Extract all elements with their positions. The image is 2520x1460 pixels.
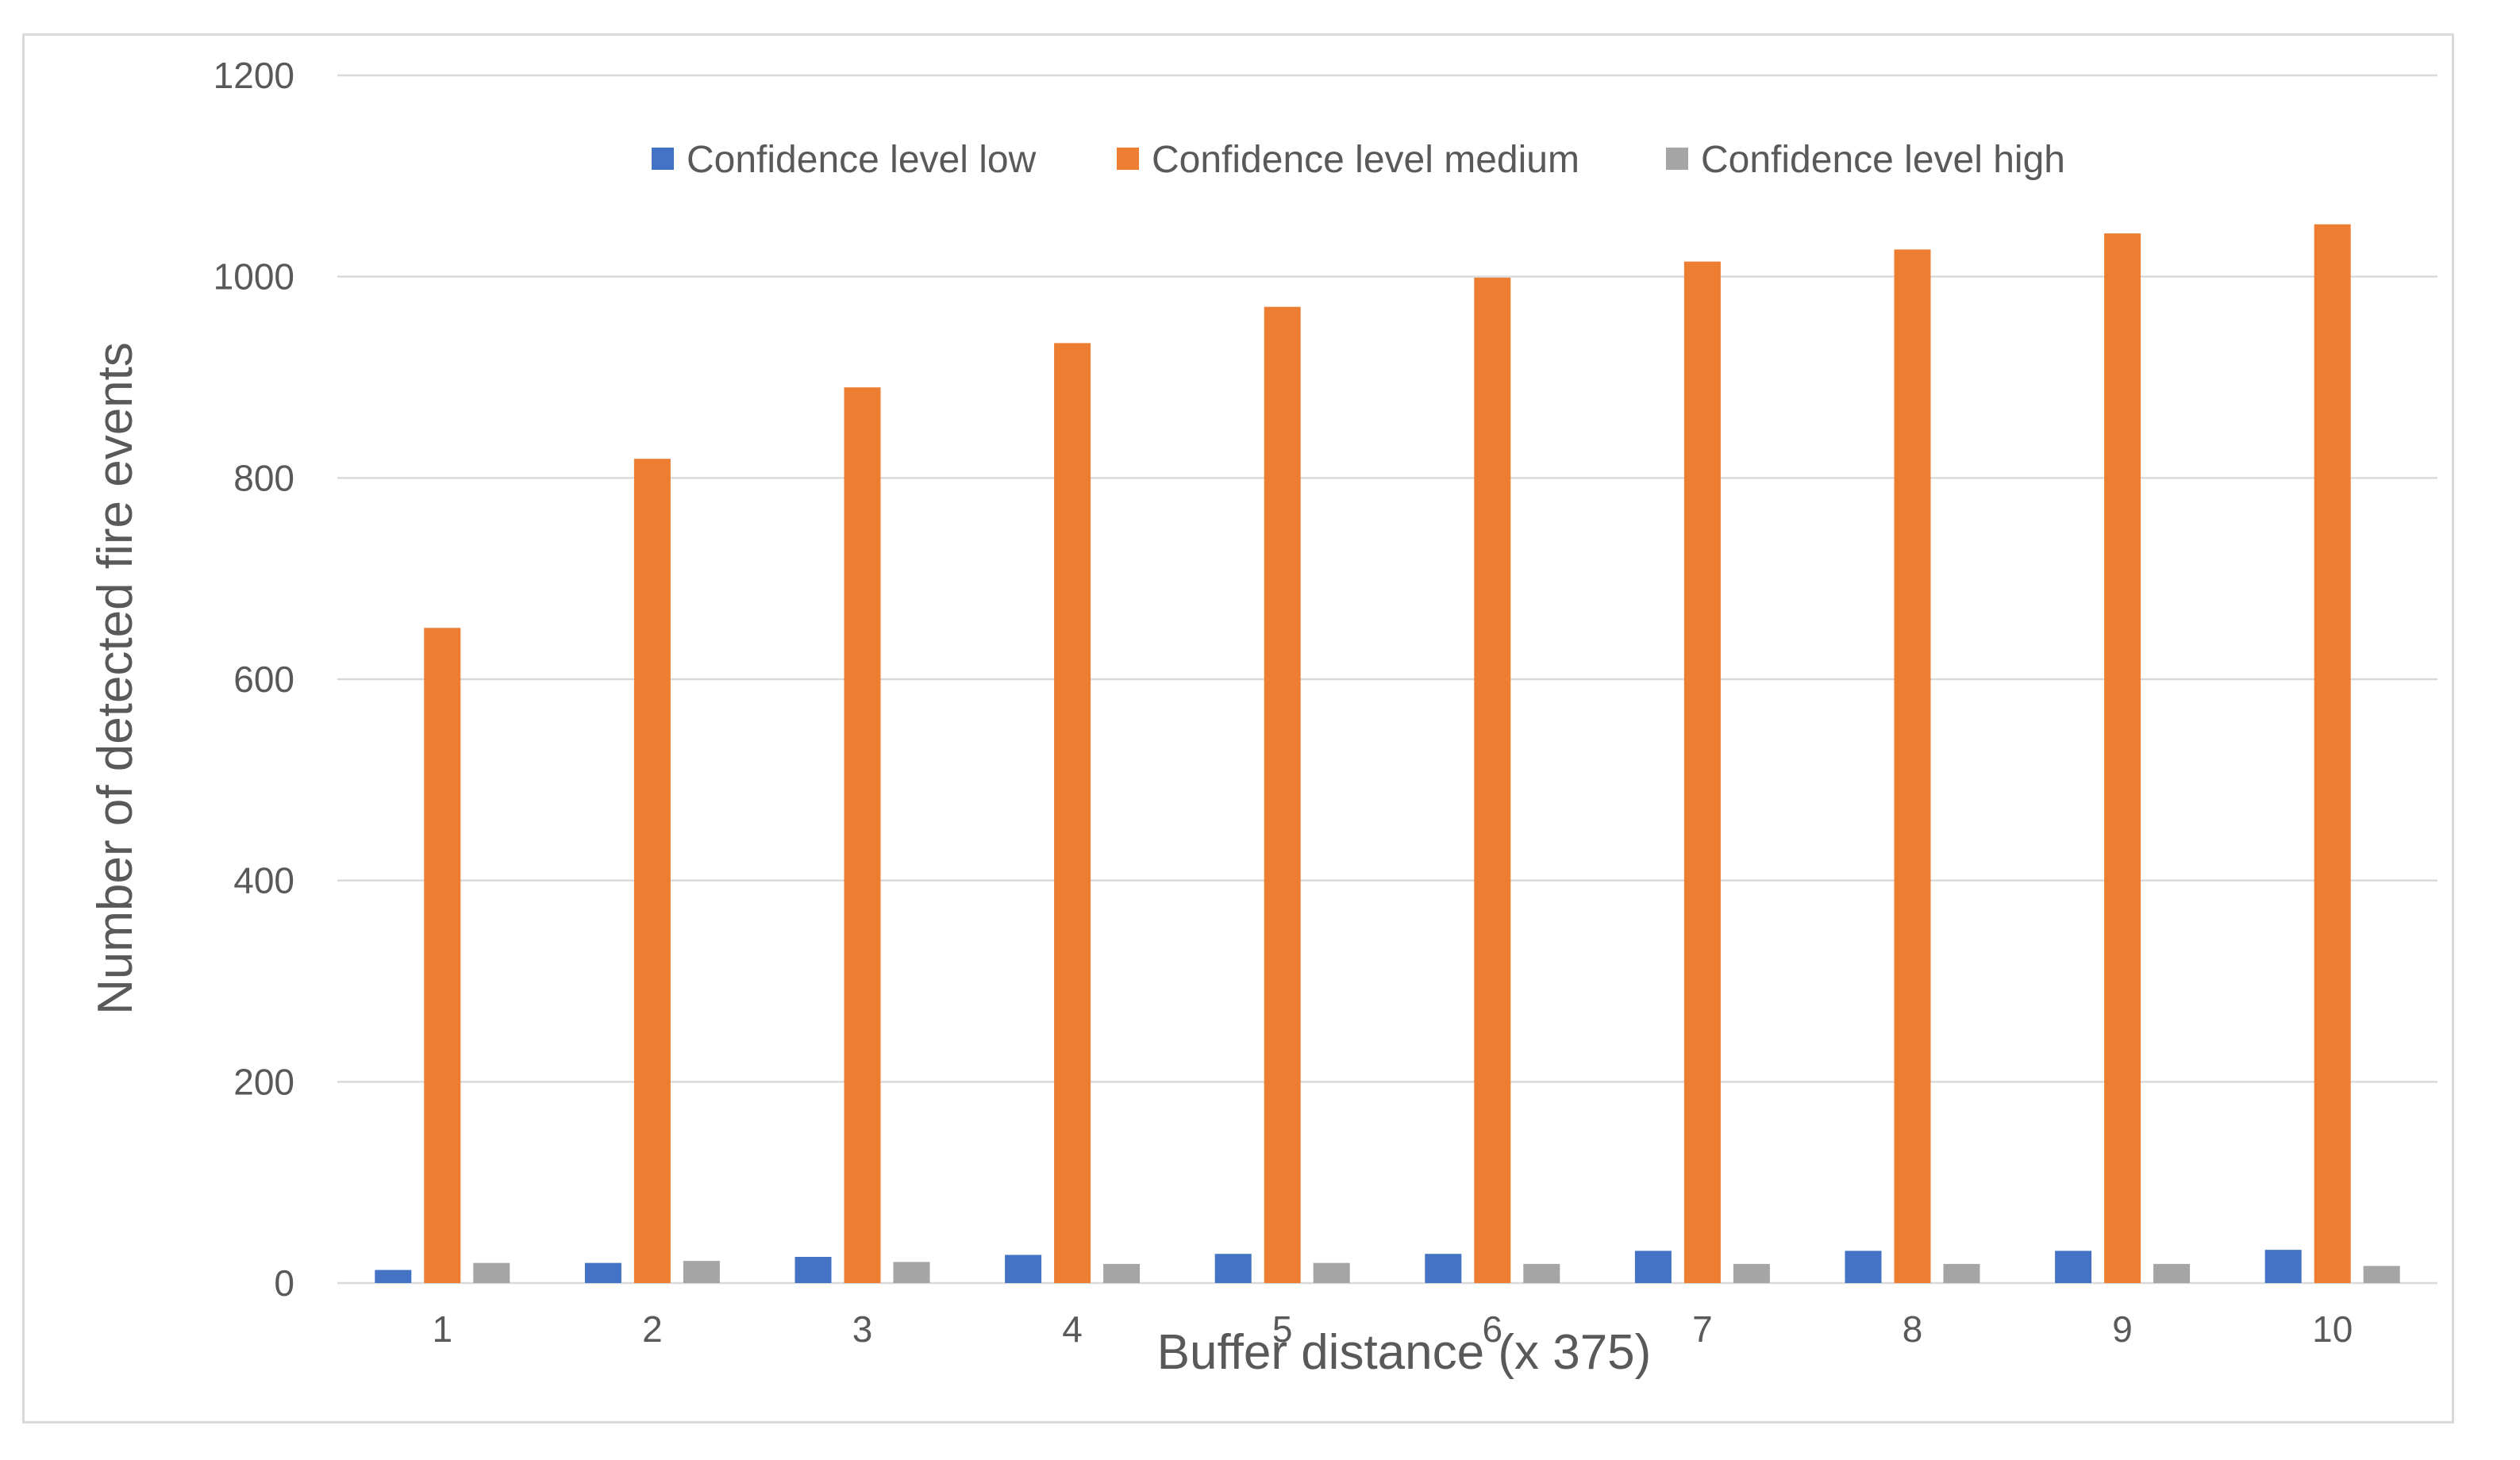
x-tick-label: 6: [1483, 1308, 1503, 1350]
x-tick-label: 3: [852, 1308, 873, 1350]
bar-high-7: [1733, 1263, 1770, 1283]
legend-label-high: Confidence level high: [1701, 139, 2065, 181]
y-tick-label: 800: [233, 457, 294, 498]
bar-low-9: [2055, 1251, 2092, 1283]
bar-low-2: [584, 1262, 621, 1283]
y-tick-label: 200: [233, 1061, 294, 1102]
bar-high-2: [683, 1261, 720, 1283]
x-tick-label: 4: [1062, 1308, 1083, 1350]
bar-high-9: [2153, 1263, 2191, 1283]
gridlines: [337, 74, 2437, 1285]
bar-medium-5: [1264, 306, 1301, 1283]
y-tick-label: 600: [233, 659, 294, 700]
x-tick-label: 5: [1272, 1308, 1293, 1350]
x-axis-ticks: 1 2 3 4 5 6 7 8 9 10: [433, 1308, 2353, 1350]
y-axis-ticks: 0 200 400 600 800 1000 1200: [214, 55, 294, 1304]
x-axis-title: Buffer distance (x 375): [1157, 1325, 1652, 1380]
bar-high-8: [1943, 1263, 1980, 1283]
x-tick-label: 7: [1692, 1308, 1713, 1350]
bar-low-10: [2264, 1250, 2302, 1283]
bar-medium-2: [633, 459, 671, 1283]
x-tick-label: 2: [642, 1308, 663, 1350]
bar-medium-6: [1474, 277, 1511, 1283]
y-axis-title: Number of detected fire events: [88, 342, 143, 1015]
x-tick-label: 8: [1903, 1308, 1923, 1350]
legend-swatch-medium: [1117, 148, 1139, 170]
bar-low-1: [375, 1270, 412, 1283]
bar-medium-1: [424, 628, 461, 1283]
bar-medium-9: [2104, 233, 2141, 1284]
bar-medium-4: [1054, 343, 1091, 1283]
bar-low-6: [1425, 1254, 1462, 1283]
legend-swatch-low: [652, 148, 674, 170]
bar-low-3: [794, 1257, 832, 1283]
y-tick-label: 1200: [214, 55, 294, 96]
legend-label-medium: Confidence level medium: [1152, 139, 1579, 181]
x-tick-label: 1: [433, 1308, 453, 1350]
legend-swatch-high: [1666, 148, 1688, 170]
bar-high-4: [1103, 1263, 1141, 1283]
bar-low-7: [1634, 1251, 1672, 1283]
bar-medium-8: [1894, 249, 1931, 1284]
bar-low-8: [1845, 1251, 1882, 1283]
bar-high-10: [2363, 1266, 2400, 1283]
bar-chart: 0 200 400 600 800 1000 1200 1 2 3 4 5 6 7 8 9 10 Confid…: [88, 55, 2437, 1380]
bar-low-4: [1005, 1254, 1042, 1283]
bar-high-3: [893, 1262, 930, 1283]
bar-medium-3: [844, 387, 881, 1283]
x-tick-label: 9: [2112, 1308, 2133, 1350]
chart-frame: 0 200 400 600 800 1000 1200 1 2 3 4 5 6 7 8 9 10 Confid…: [22, 33, 2454, 1424]
bars: [375, 224, 2400, 1284]
y-tick-label: 400: [233, 860, 294, 901]
bar-medium-7: [1683, 261, 1721, 1284]
bar-high-6: [1523, 1263, 1560, 1283]
x-tick-label: 10: [2312, 1308, 2353, 1350]
bar-high-5: [1313, 1262, 1350, 1283]
y-tick-label: 0: [274, 1262, 294, 1304]
bar-medium-10: [2314, 224, 2351, 1283]
bar-high-1: [473, 1262, 510, 1283]
legend-label-low: Confidence level low: [687, 139, 1037, 181]
bar-low-5: [1214, 1254, 1252, 1283]
y-tick-label: 1000: [214, 256, 294, 298]
legend: Confidence level low Confidence level med…: [652, 139, 2065, 181]
